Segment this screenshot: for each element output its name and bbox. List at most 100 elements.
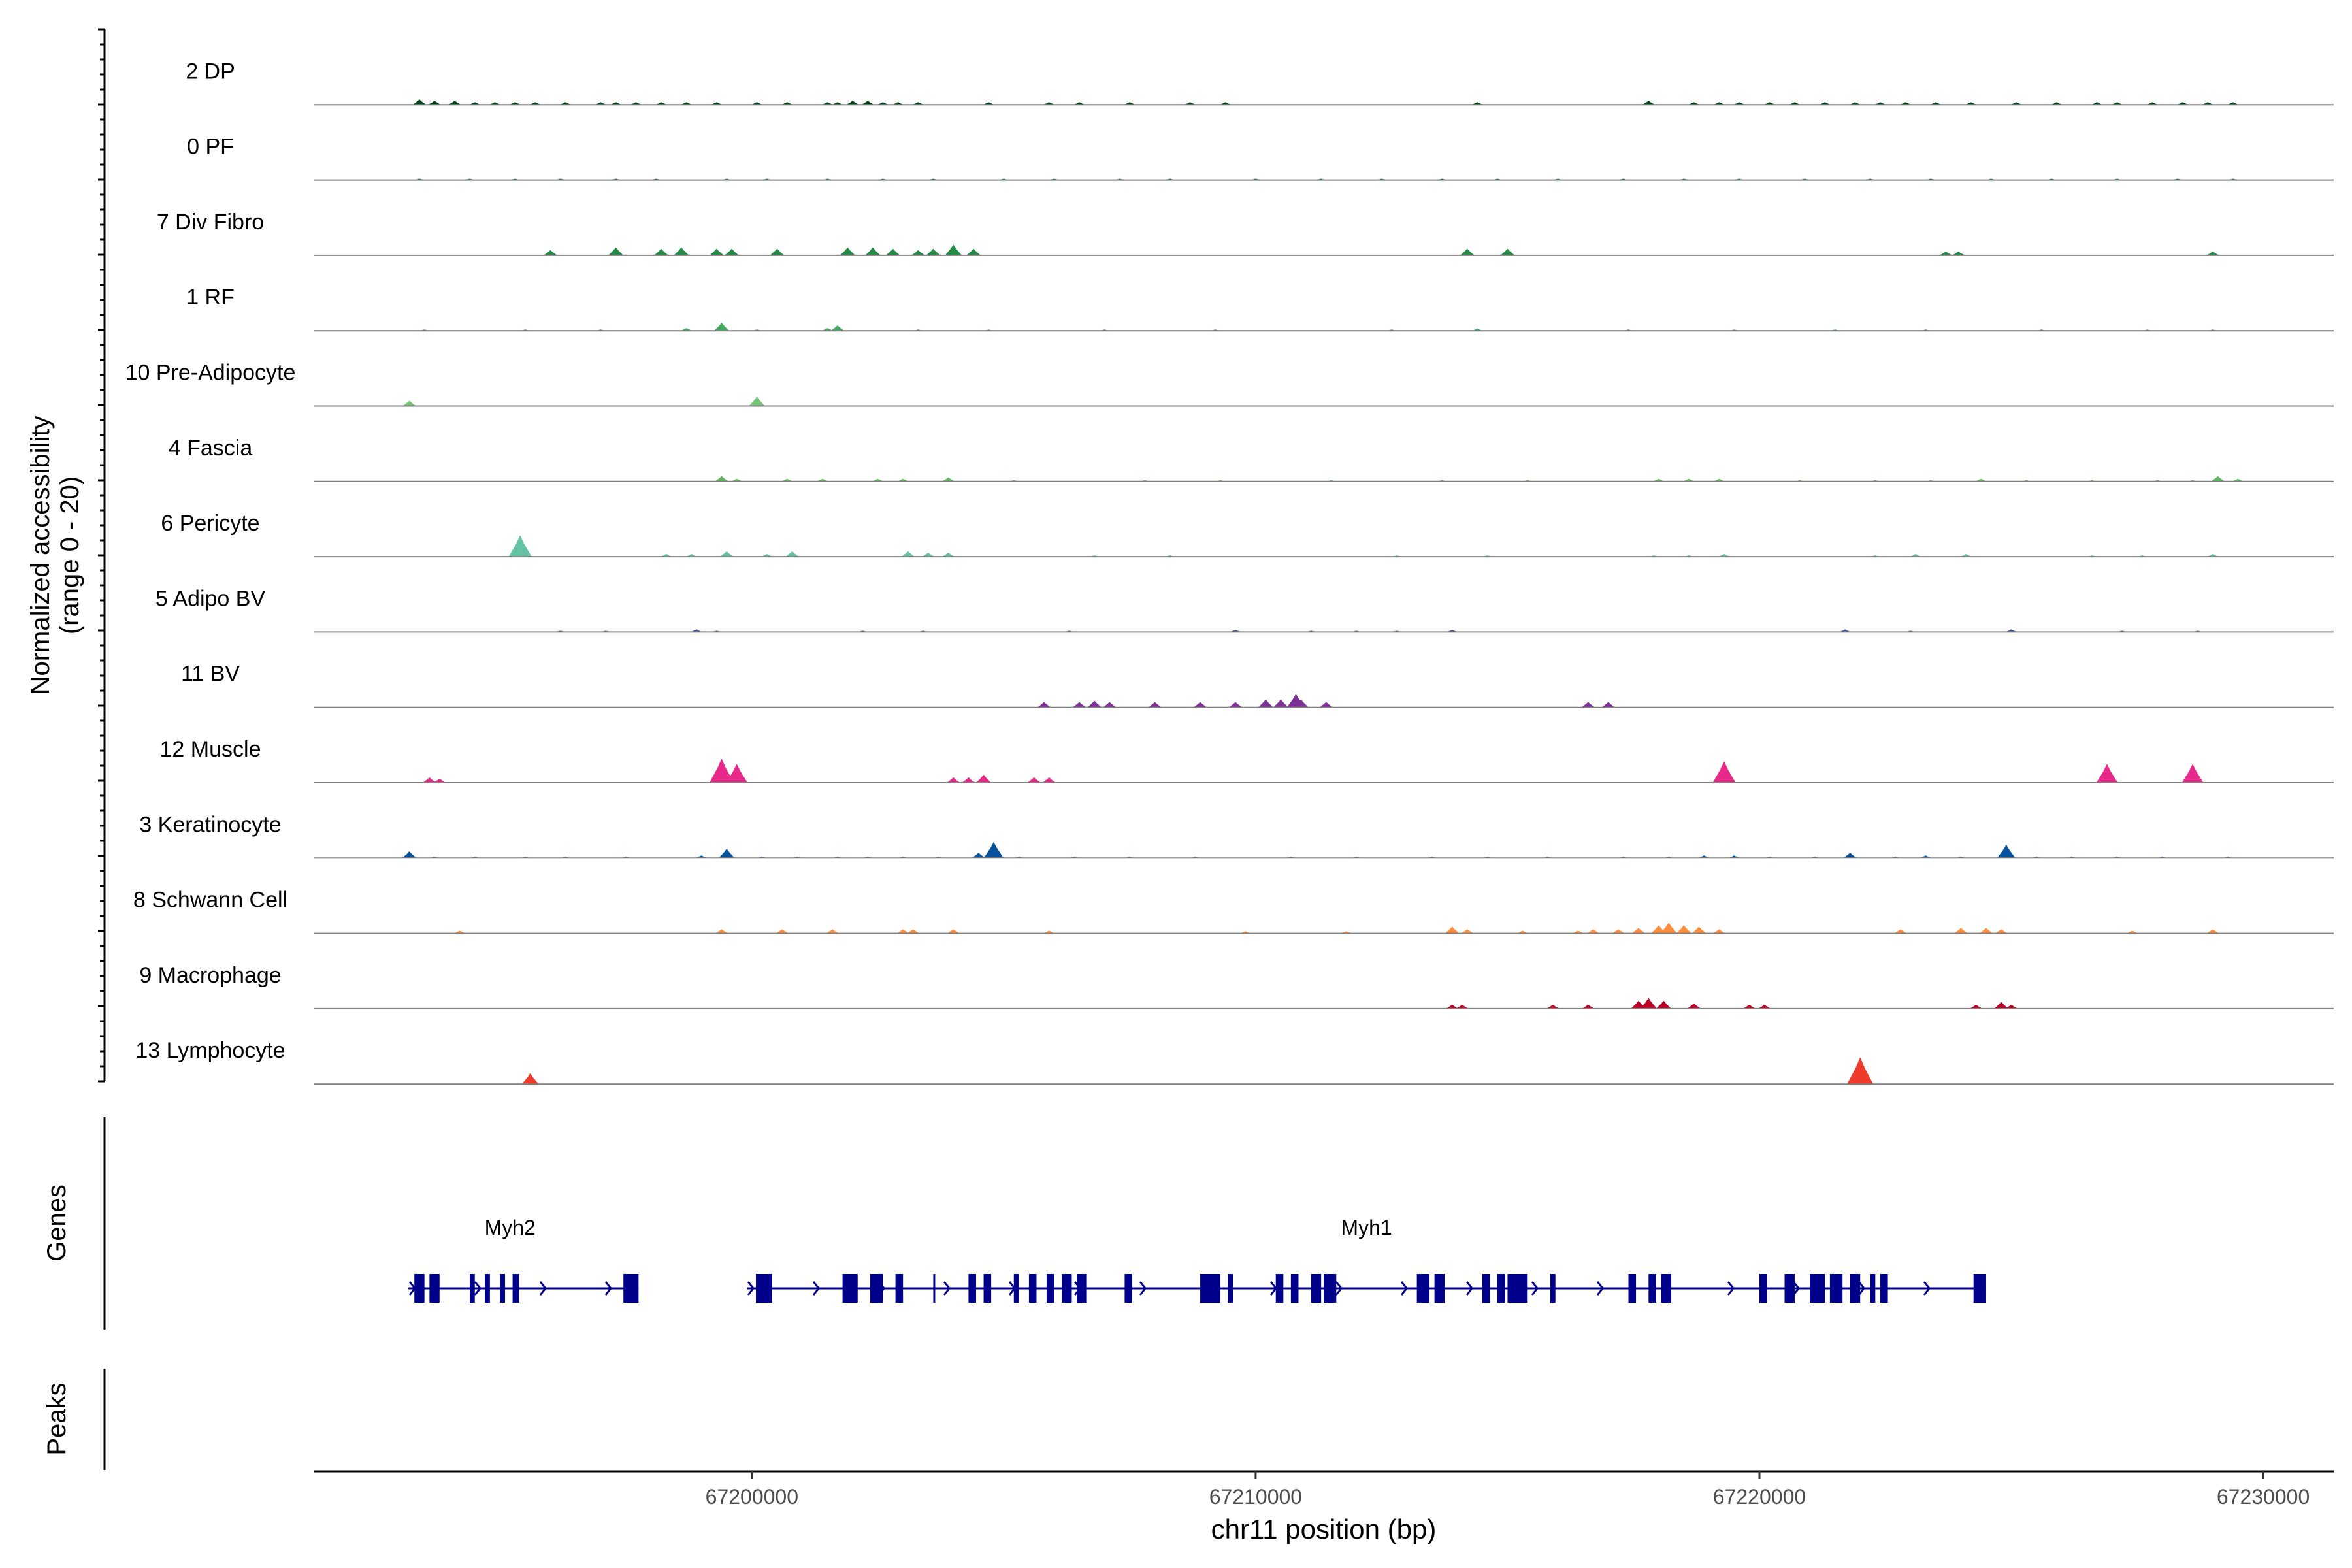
coverage-peak bbox=[1656, 1000, 1672, 1009]
strand-arrow-icon bbox=[408, 1281, 416, 1296]
genes-panel-label: Genes bbox=[42, 1184, 71, 1262]
coverage-peak bbox=[961, 777, 975, 783]
coverage-peak bbox=[2126, 930, 2138, 934]
coverage-peak bbox=[781, 478, 794, 482]
coverage-peak bbox=[945, 244, 962, 255]
gene-exon bbox=[1013, 1274, 1019, 1303]
coverage-peak bbox=[1712, 761, 1736, 783]
coverage-peak bbox=[695, 855, 708, 858]
gene-exon bbox=[1324, 1274, 1337, 1303]
coverage-peak bbox=[1500, 248, 1515, 255]
coverage-peak bbox=[941, 477, 955, 482]
coverage-peak bbox=[1688, 102, 1700, 105]
coverage-peak bbox=[1601, 702, 1616, 708]
coverage-peak bbox=[2111, 102, 2123, 105]
coverage-peak bbox=[610, 102, 622, 105]
coverage-peak bbox=[1975, 478, 1987, 482]
coverage-peak bbox=[1460, 248, 1475, 255]
gene-exon bbox=[1416, 1274, 1429, 1303]
coverage-peak bbox=[1682, 478, 1695, 482]
coverage-peak bbox=[1929, 102, 1942, 105]
coverage-peak bbox=[730, 478, 743, 482]
track-14: 13 Lymphocyte bbox=[135, 1038, 2334, 1085]
y-axis-label-line1: Normalized accessibility bbox=[26, 416, 55, 695]
strand-arrow-icon bbox=[1596, 1281, 1605, 1296]
track-label: 6 Pericyte bbox=[161, 511, 259, 536]
coverage-peak bbox=[1939, 251, 1953, 255]
coverage-peak bbox=[544, 250, 557, 255]
coverage-peak bbox=[2050, 102, 2063, 105]
strand-arrow-icon bbox=[877, 1281, 886, 1296]
strand-arrow-icon bbox=[1923, 1281, 1931, 1296]
gene-exon bbox=[1784, 1274, 1795, 1303]
coverage-peak bbox=[1460, 929, 1474, 934]
gene-exon bbox=[512, 1274, 519, 1303]
coverage-peak bbox=[1954, 928, 1968, 934]
coverage-peak bbox=[1471, 102, 1484, 105]
coverage-peak bbox=[751, 102, 763, 105]
coverage-peak bbox=[2091, 102, 2103, 105]
coverage-peak bbox=[1874, 102, 1887, 105]
coverage-peak bbox=[2206, 929, 2219, 934]
gene-exon bbox=[1228, 1274, 1233, 1303]
coverage-peak bbox=[1027, 777, 1041, 783]
coverage-peak bbox=[559, 102, 572, 105]
track-1: 2 DP bbox=[186, 59, 2334, 106]
coverage-peak bbox=[770, 248, 785, 255]
coverage-peak bbox=[983, 102, 995, 105]
coverage-peak bbox=[2232, 478, 2244, 482]
coverage-peak bbox=[709, 248, 724, 255]
coverage-peak bbox=[2181, 764, 2204, 783]
gene-myh1: Myh1 bbox=[747, 1216, 1986, 1303]
track-6: 4 Fascia bbox=[169, 436, 2334, 482]
gene-exon bbox=[1311, 1274, 1322, 1303]
coverage-peak bbox=[1102, 702, 1117, 708]
gene-exon bbox=[623, 1274, 639, 1303]
coverage-peak bbox=[1516, 930, 1529, 934]
coverage-peak bbox=[821, 102, 834, 105]
coverage-peak bbox=[1043, 930, 1055, 934]
coverage-peak bbox=[2206, 554, 2219, 557]
coverage-peak bbox=[1072, 702, 1086, 708]
strand-arrow-icon bbox=[943, 1281, 951, 1296]
coverage-peak bbox=[831, 102, 844, 105]
strand-arrow-icon bbox=[1727, 1281, 1735, 1296]
coverage-peak bbox=[509, 102, 521, 105]
gene-exon bbox=[1550, 1274, 1556, 1303]
gene-exon bbox=[1275, 1274, 1284, 1303]
coverage-peak bbox=[428, 101, 441, 105]
coverage-peak bbox=[896, 478, 909, 482]
strand-arrow-icon bbox=[1139, 1281, 1147, 1296]
gene-exon bbox=[870, 1274, 883, 1303]
coverage-peak bbox=[412, 99, 427, 105]
coverage-peak bbox=[1258, 699, 1273, 708]
coverage-peak bbox=[630, 102, 642, 105]
gene-exon bbox=[485, 1274, 490, 1303]
coverage-peak bbox=[489, 102, 501, 105]
coverage-peak bbox=[1037, 702, 1051, 708]
coverage-peak bbox=[448, 101, 461, 105]
coverage-peak bbox=[760, 554, 774, 557]
coverage-peak bbox=[1838, 629, 1852, 632]
gene-exon bbox=[1290, 1274, 1299, 1303]
coverage-peak bbox=[1293, 699, 1309, 708]
coverage-peak bbox=[1843, 853, 1857, 858]
coverage-peak bbox=[680, 328, 693, 331]
coverage-peak bbox=[1631, 928, 1646, 934]
coverage-peak bbox=[1788, 102, 1801, 105]
coverage-peak bbox=[1728, 855, 1740, 858]
gene-exon bbox=[470, 1274, 475, 1303]
coverage-peak bbox=[1219, 102, 1232, 105]
coverage-peak bbox=[1713, 478, 1725, 482]
coverage-peak bbox=[724, 248, 739, 255]
coverage-peak bbox=[1676, 925, 1691, 934]
coverage-peak bbox=[840, 247, 855, 255]
x-tick-label: 67230000 bbox=[2217, 1485, 2310, 1509]
gene-exon bbox=[1850, 1274, 1861, 1303]
coverage-peak bbox=[865, 247, 881, 255]
coverage-peak bbox=[2010, 102, 2023, 105]
coverage-peak bbox=[947, 929, 960, 934]
coverage-peak bbox=[1718, 554, 1731, 557]
coverage-peak bbox=[1847, 1057, 1874, 1085]
